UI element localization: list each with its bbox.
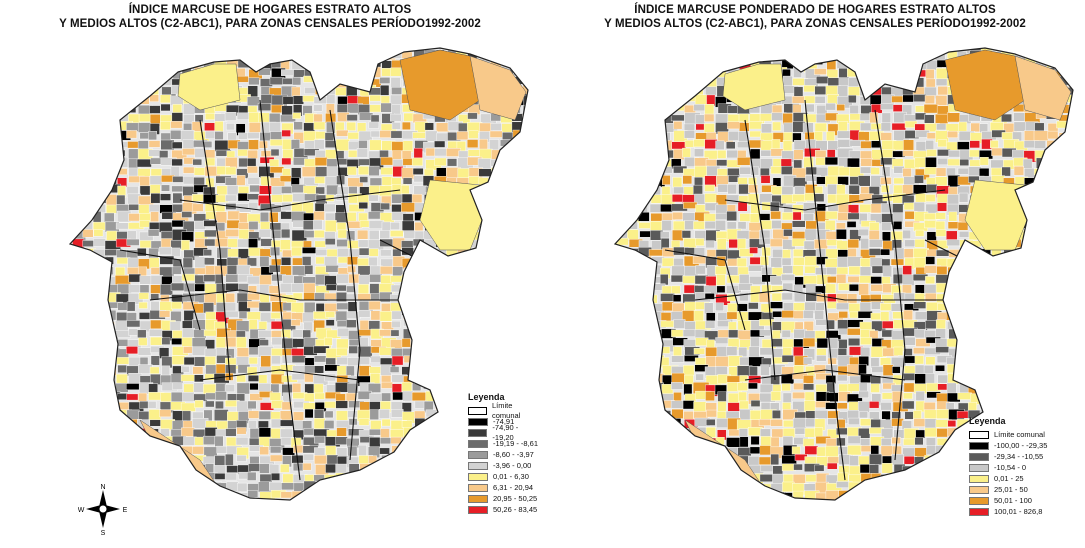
legend-item: -74,90 - -19,20	[468, 423, 540, 442]
map-title-line2: Y MEDIOS ALTOS (C2-ABC1), PARA ZONAS CEN…	[59, 18, 481, 30]
legend-label: 20,95 - 50,25	[493, 493, 538, 503]
legend-label: Límite comunal	[994, 429, 1045, 439]
legend-item: 0,01 - 6,30	[468, 471, 540, 482]
compass-w: W	[78, 507, 85, 514]
map-title-line1: ÍNDICE MARCUSE PONDERADO DE HOGARES ESTR…	[634, 4, 996, 16]
compass-icon: N S W E	[78, 484, 128, 537]
legend-item: -19,19 - -8,61	[468, 438, 540, 449]
legend-label: -8,60 - -3,97	[493, 449, 534, 459]
legend-item: -3,96 - 0,00	[468, 460, 540, 471]
legend-label: -29,34 - -10,55	[994, 451, 1044, 461]
legend-item: -29,34 - -10,55	[969, 451, 1047, 462]
legend-swatch-limit	[468, 406, 487, 415]
choropleth-map	[68, 47, 529, 501]
legend-item: 50,01 - 100	[969, 495, 1047, 506]
legend-item: 25,01 - 50	[969, 484, 1047, 495]
legend-swatch	[969, 496, 989, 505]
legend-swatch	[468, 472, 488, 481]
map-title-line2: Y MEDIOS ALTOS (C2-ABC1), PARA ZONAS CEN…	[604, 18, 1026, 30]
legend-swatch	[969, 485, 989, 494]
legend-item: -8,60 - -3,97	[468, 449, 540, 460]
legend-swatch	[969, 463, 989, 472]
map-title-line1: ÍNDICE MARCUSE DE HOGARES ESTRATO ALTOS	[128, 4, 412, 16]
city-boundary	[68, 47, 529, 501]
legend-swatch	[969, 507, 989, 516]
compass-s: S	[101, 530, 106, 536]
legend: Leyenda Límite comunal -74,91 -74,90 - -1…	[468, 392, 540, 515]
legend-label: -19,19 - -8,61	[493, 438, 539, 448]
map-title: ÍNDICE MARCUSE DE HOGARES ESTRATO ALTOS …	[0, 3, 540, 31]
city-boundary	[613, 47, 1074, 501]
legend-item: 0,01 - 25	[969, 473, 1047, 484]
legend-label: 50,26 - 83,45	[493, 504, 538, 514]
legend-label: -3,96 - 0,00	[493, 460, 532, 470]
legend-item: -100,00 - -29,35	[969, 440, 1047, 451]
legend-label: -10,54 - 0	[994, 462, 1027, 472]
legend-item-limit: Límite comunal	[969, 429, 1047, 440]
legend-swatch	[468, 461, 488, 470]
compass-rose: N S W E	[78, 482, 128, 541]
legend-label: 100,01 - 826,8	[994, 506, 1043, 516]
legend-label: -74,90 - -19,20	[492, 422, 519, 442]
legend-label: -100,00 - -29,35	[994, 440, 1048, 450]
compass-e: E	[123, 507, 128, 514]
legend-item: 100,01 - 826,8	[969, 506, 1047, 517]
legend-swatch	[468, 483, 488, 492]
legend-item: 50,26 - 83,45	[468, 504, 540, 515]
legend-swatch	[969, 452, 989, 461]
map-panel-marcuse-ponderado: ÍNDICE MARCUSE PONDERADO DE HOGARES ESTR…	[545, 0, 1085, 548]
legend-label: 50,01 - 100	[994, 495, 1032, 505]
legend-swatch	[468, 494, 488, 503]
map-panel-marcuse: ÍNDICE MARCUSE DE HOGARES ESTRATO ALTOS …	[0, 0, 540, 548]
legend-label: Límite comunal	[491, 400, 521, 420]
legend-label: 0,01 - 6,30	[493, 471, 529, 481]
legend-swatch	[969, 474, 989, 483]
legend: Leyenda Límite comunal -100,00 - -29,35-…	[969, 416, 1047, 517]
legend-item: 20,95 - 50,25	[468, 493, 540, 504]
legend-label: -74,91	[493, 416, 515, 426]
legend-swatch	[468, 505, 488, 514]
legend-item: -74,91	[468, 416, 540, 427]
legend-swatch	[468, 417, 488, 426]
legend-swatch	[468, 439, 488, 448]
compass-n: N	[100, 484, 105, 491]
legend-item: 6,31 - 20,94	[468, 482, 540, 493]
legend-item: -10,54 - 0	[969, 462, 1047, 473]
legend-swatch	[468, 450, 488, 459]
legend-title: Leyenda	[969, 416, 1006, 426]
legend-swatch	[468, 428, 488, 437]
legend-swatch-limit	[969, 430, 989, 439]
choropleth-map	[613, 47, 1074, 501]
legend-title: Leyenda	[468, 392, 505, 402]
census-zones	[70, 48, 528, 500]
legend-label: 25,01 - 50	[994, 484, 1028, 494]
legend-label: 6,31 - 20,94	[493, 482, 534, 492]
map-title: ÍNDICE MARCUSE PONDERADO DE HOGARES ESTR…	[545, 3, 1085, 31]
legend-label: 0,01 - 25	[994, 473, 1024, 483]
legend-swatch	[969, 441, 989, 450]
legend-item-limit: Límite comunal	[468, 401, 540, 420]
